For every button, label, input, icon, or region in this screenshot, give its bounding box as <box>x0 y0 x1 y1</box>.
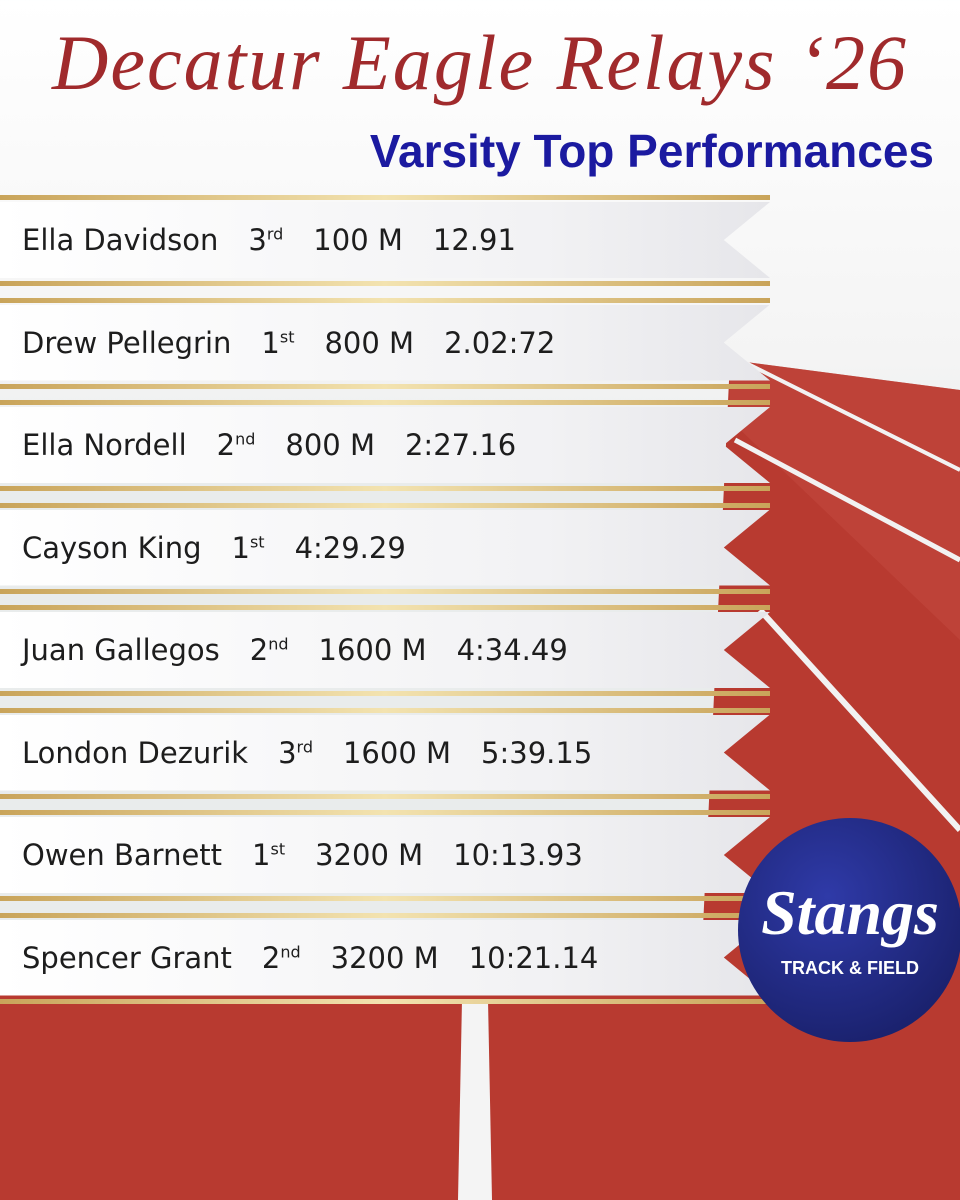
place-suffix: rd <box>296 736 313 756</box>
place-number: 2 <box>216 428 236 462</box>
place: 2nd <box>217 428 256 462</box>
place: 1st <box>232 531 265 565</box>
gold-line <box>0 195 770 200</box>
athlete-name: Ella Nordell <box>22 428 187 462</box>
time: 10:13.93 <box>453 838 583 872</box>
result-row: Ella Davidson 3rd 100 M 12.91 <box>0 202 770 278</box>
time: 12.91 <box>432 223 516 257</box>
place-number: 3 <box>278 735 297 770</box>
result-row: Juan Gallegos 2nd 1600 M 4:34.49 <box>0 612 770 688</box>
time: 2.02:72 <box>444 325 556 360</box>
time: 2:27.16 <box>404 428 517 462</box>
title: Decatur Eagle Relays ‘26 <box>52 19 908 106</box>
athlete-name: Drew Pellegrin <box>22 325 232 360</box>
place-number: 2 <box>261 940 281 975</box>
place-number: 1 <box>231 530 250 565</box>
event: 800 M <box>285 428 375 462</box>
place-number: 1 <box>252 838 271 872</box>
athlete-name: Cayson King <box>22 530 202 565</box>
gold-line <box>0 896 770 901</box>
athlete-name: Juan Gallegos <box>22 633 220 667</box>
place-suffix: nd <box>235 429 256 449</box>
gold-line <box>0 486 770 491</box>
logo-name: Stangs <box>761 877 939 948</box>
event: 3200 M <box>315 838 424 872</box>
event: 100 M <box>313 223 403 257</box>
gold-line <box>0 297 770 303</box>
gold-line <box>0 707 770 713</box>
event: 3200 M <box>330 940 439 975</box>
gold-line <box>0 588 770 594</box>
gold-line <box>0 605 770 610</box>
gold-line <box>0 400 770 405</box>
athlete-name: Owen Barnett <box>22 838 223 872</box>
place-number: 1 <box>261 325 280 360</box>
athlete-name: Spencer Grant <box>22 940 232 975</box>
place-suffix: st <box>249 531 265 551</box>
time: 4:29.29 <box>294 530 406 565</box>
subtitle: Varsity Top Performances <box>369 125 934 177</box>
time: 5:39.15 <box>481 735 593 770</box>
place-number: 2 <box>249 633 269 667</box>
time: 10:21.14 <box>468 940 599 975</box>
logo: Stangs TRACK & FIELD <box>738 818 960 1042</box>
place-number: 3 <box>248 223 267 257</box>
logo-tagline: TRACK & FIELD <box>781 958 919 978</box>
result-row: Cayson King 1st 4:29.29 <box>0 509 770 586</box>
place-suffix: nd <box>268 634 289 654</box>
gold-line <box>0 810 770 815</box>
place-suffix: rd <box>266 224 284 244</box>
place: 1st <box>261 326 294 360</box>
result-row: Drew Pellegrin 1st 800 M 2.02:72 <box>0 304 770 381</box>
gold-line <box>0 912 770 918</box>
time: 4:34.49 <box>456 633 568 667</box>
place: 1st <box>252 838 285 872</box>
gold-line <box>0 691 770 696</box>
place: 3rd <box>248 223 283 257</box>
place: 3rd <box>278 736 313 770</box>
event: 1600 M <box>342 735 452 770</box>
athlete-name: Ella Davidson <box>22 223 219 257</box>
gold-line <box>0 281 770 286</box>
result-row: Ella Nordell 2nd 800 M 2:27.16 <box>0 407 770 483</box>
result-row: Spencer Grant 2nd 3200 M 10:21.14 <box>0 919 770 996</box>
gold-line <box>0 793 770 799</box>
gold-line <box>0 998 770 1004</box>
place-suffix: st <box>270 839 286 859</box>
place-suffix: nd <box>280 941 301 961</box>
athlete-name: London Dezurik <box>22 735 249 770</box>
place: 2nd <box>250 633 289 667</box>
gold-line <box>0 383 770 389</box>
event: 1600 M <box>318 633 427 667</box>
event: 800 M <box>324 325 415 360</box>
result-row: Owen Barnett 1st 3200 M 10:13.93 <box>0 817 770 893</box>
place-suffix: st <box>279 326 295 346</box>
place: 2nd <box>262 941 301 975</box>
gold-line <box>0 502 770 508</box>
result-row: London Dezurik 3rd 1600 M 5:39.15 <box>0 714 770 791</box>
